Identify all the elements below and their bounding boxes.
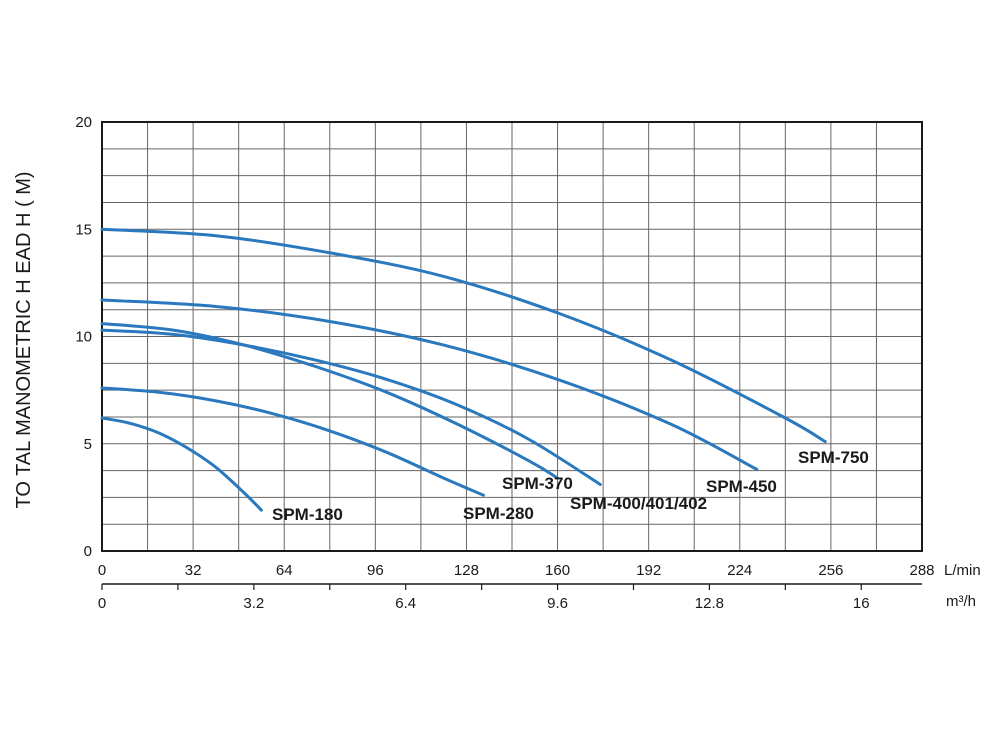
y-axis-label: TO TAL MANOMETRIC H EAD H ( M) xyxy=(13,171,35,508)
x-tick-label: 224 xyxy=(727,562,752,579)
curve-spm-750 xyxy=(100,227,827,444)
curves xyxy=(100,227,827,512)
curve-label-spm-450: SPM-450 xyxy=(706,477,777,496)
x2-tick-label: 16 xyxy=(853,595,870,612)
x2-axis: 0 3.2 6.4 9.6 12.8 16 xyxy=(98,583,922,612)
curve-label-spm-400-401-402: SPM-400/401/402 xyxy=(570,494,707,513)
y-tick-label: 10 xyxy=(75,329,92,346)
x-tick-label: 96 xyxy=(367,562,384,579)
x-tick-label: 32 xyxy=(185,562,202,579)
x-tick-label: 288 xyxy=(909,562,934,579)
x-tick-label: 160 xyxy=(545,562,570,579)
x2-tick-label: 9.6 xyxy=(547,595,568,612)
y-tick-label: 0 xyxy=(84,543,92,560)
curve-spm-400-401-402 xyxy=(100,328,602,486)
curve-spm-280 xyxy=(100,386,485,497)
x2-tick-label: 6.4 xyxy=(395,595,416,612)
x2-tick-label: 0 xyxy=(98,595,106,612)
x-tick-label: 64 xyxy=(276,562,293,579)
curve-label-spm-280: SPM-280 xyxy=(463,504,534,523)
x2-tick-label: 3.2 xyxy=(243,595,264,612)
x-tick-label: 128 xyxy=(454,562,479,579)
curve-labels: SPM-180 SPM-280SPM-370SPM-400/401/402SPM-… xyxy=(272,448,869,524)
curve-spm-180 xyxy=(100,416,263,512)
grid xyxy=(102,122,922,551)
curve-label-spm-180: SPM-180 xyxy=(272,505,343,524)
y-axis-ticks: 0 5 10 15 20 xyxy=(75,114,92,560)
curve-label-spm-370: SPM-370 xyxy=(502,474,573,493)
x-tick-label: 256 xyxy=(818,562,843,579)
curve-spm-370 xyxy=(100,322,560,480)
y-tick-label: 20 xyxy=(75,114,92,131)
curve-spm-450 xyxy=(100,298,759,471)
x-axis-unit-label: L/min xyxy=(944,562,981,579)
curve-label-spm-750: SPM-750 xyxy=(798,448,869,467)
x-axis-ticks: 0 32 64 96 128 160 192 224 256 288 xyxy=(98,562,935,579)
x2-tick-label: 12.8 xyxy=(695,595,724,612)
y-tick-label: 5 xyxy=(84,436,92,453)
x2-axis-unit-label: m³/h xyxy=(946,593,976,610)
plot-frame xyxy=(101,121,923,552)
x-tick-label: 0 xyxy=(98,562,106,579)
y-tick-label: 15 xyxy=(75,221,92,238)
x-tick-label: 192 xyxy=(636,562,661,579)
